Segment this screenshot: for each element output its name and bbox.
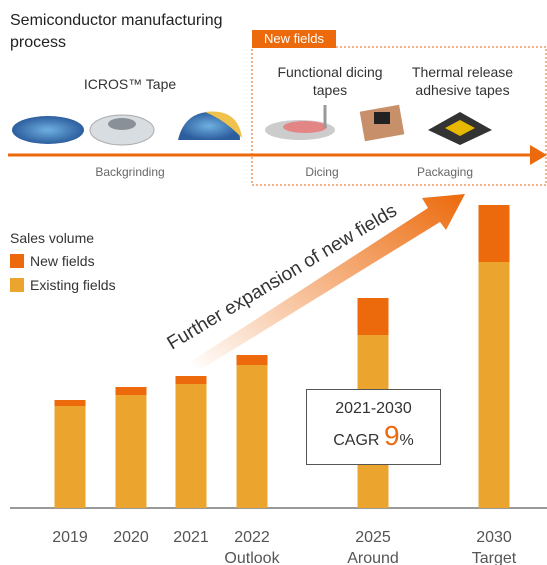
x-tick-label: 2020 bbox=[113, 529, 149, 546]
new-fields-tag bbox=[252, 30, 336, 48]
x-tick-label: 2030 bbox=[476, 529, 512, 546]
legend-label: Existing fields bbox=[30, 277, 116, 293]
bar-segment bbox=[54, 406, 86, 508]
bar-segment bbox=[54, 400, 86, 406]
x-tick-label: 2021 bbox=[173, 529, 209, 546]
cagr-line: CAGR 9% bbox=[307, 420, 440, 452]
legend-swatch bbox=[10, 278, 24, 292]
growth-arrow bbox=[190, 194, 465, 370]
legend-title: Sales volume bbox=[10, 230, 95, 246]
wafer-icon bbox=[108, 118, 136, 130]
step-label: Backgrinding bbox=[95, 165, 165, 179]
packaging-icon bbox=[445, 120, 475, 136]
cagr-period: 2021-2030 bbox=[335, 400, 412, 417]
legend-label: New fields bbox=[30, 253, 95, 269]
step-label: Dicing bbox=[305, 165, 339, 179]
dicing-icon bbox=[283, 121, 327, 133]
packaging-icon bbox=[374, 112, 390, 124]
arrow-head bbox=[530, 145, 547, 165]
cagr-value: 9 bbox=[383, 420, 400, 451]
x-tick-note: Outlook bbox=[224, 550, 280, 565]
functional-label: Functional dicing tapes bbox=[277, 64, 383, 98]
new-fields-label: New fields bbox=[264, 31, 324, 46]
bar-segment bbox=[236, 365, 268, 508]
cagr-unit: % bbox=[399, 432, 414, 449]
bar-segment bbox=[175, 376, 207, 384]
thermal-label: Thermal release adhesive tapes bbox=[411, 64, 514, 98]
bar-segment bbox=[478, 262, 510, 508]
cagr-box: 2021-2030 CAGR 9% bbox=[306, 389, 441, 465]
x-tick-label: 2025 bbox=[355, 529, 391, 546]
step-label: Packaging bbox=[416, 165, 474, 179]
x-tick-note: Around bbox=[347, 550, 399, 565]
x-tick-label: 2022 bbox=[234, 529, 270, 546]
bar-segment bbox=[236, 355, 268, 365]
wafer-icon bbox=[205, 111, 242, 138]
bar-segment bbox=[175, 384, 207, 508]
x-tick-label: 2019 bbox=[52, 529, 88, 546]
wafer-icon bbox=[12, 116, 84, 144]
bar-segment bbox=[115, 387, 147, 395]
bar-segment bbox=[357, 298, 389, 335]
x-tick-note: Target bbox=[472, 550, 517, 565]
bar-segment bbox=[478, 205, 510, 262]
tape-label: ICROS™ Tape bbox=[83, 76, 177, 92]
process-title: Semiconductor manufacturing process bbox=[10, 12, 223, 51]
cagr-label: CAGR bbox=[333, 432, 380, 449]
bar-segment bbox=[115, 395, 147, 508]
legend-swatch bbox=[10, 254, 24, 268]
